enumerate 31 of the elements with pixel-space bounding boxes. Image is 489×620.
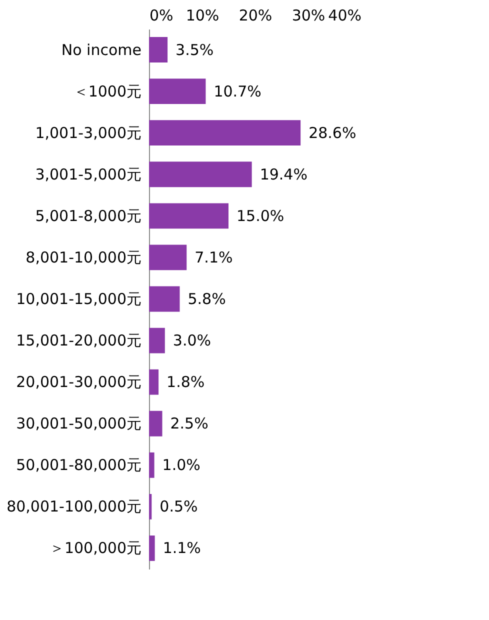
data-label: 28.6%	[308, 124, 356, 142]
data-label: 7.1%	[194, 248, 233, 266]
x-tick-label: 20%	[238, 6, 272, 24]
y-tick-label: 50,001-80,000元	[16, 456, 142, 474]
y-tick-label: 30,001-50,000元	[16, 414, 142, 433]
data-label: 3.0%	[172, 332, 212, 350]
y-tick-label: ＜1000元	[73, 82, 142, 100]
y-tick-label: 20,001-30,000元	[16, 373, 142, 392]
y-tick-label: 15,001-20,000元	[16, 332, 142, 350]
y-tick-label: No income	[61, 40, 142, 59]
data-label: 19.4%	[260, 165, 308, 184]
data-label: 10.7%	[214, 82, 262, 100]
x-tick-label: 40%	[328, 6, 362, 24]
y-tick-label: 1,001-3,000元	[35, 124, 142, 142]
y-tick-label: 3,001-5,000元	[35, 165, 142, 184]
x-tick-label: 10%	[186, 6, 220, 24]
data-label: 1.0%	[162, 456, 200, 474]
y-tick-label: ＞100,000元	[49, 539, 142, 558]
y-tick-label: 5,001-8,000元	[35, 206, 142, 225]
y-tick-label: 80,001-100,000元	[6, 498, 142, 516]
y-tick-label: 10,001-15,000元	[16, 290, 142, 308]
data-label: 1.8%	[166, 373, 205, 392]
data-label: 5.8%	[188, 290, 226, 308]
data-label: 3.5%	[176, 40, 214, 59]
data-label: 1.1%	[162, 539, 201, 558]
data-label: 2.5%	[170, 414, 208, 433]
y-tick-label: 8,001-10,000元	[26, 248, 142, 266]
data-label: 0.5%	[160, 498, 198, 516]
x-tick-label: 0%	[150, 6, 174, 24]
x-tick-label: 30%	[292, 6, 326, 24]
data-label: 15.0%	[236, 206, 284, 225]
